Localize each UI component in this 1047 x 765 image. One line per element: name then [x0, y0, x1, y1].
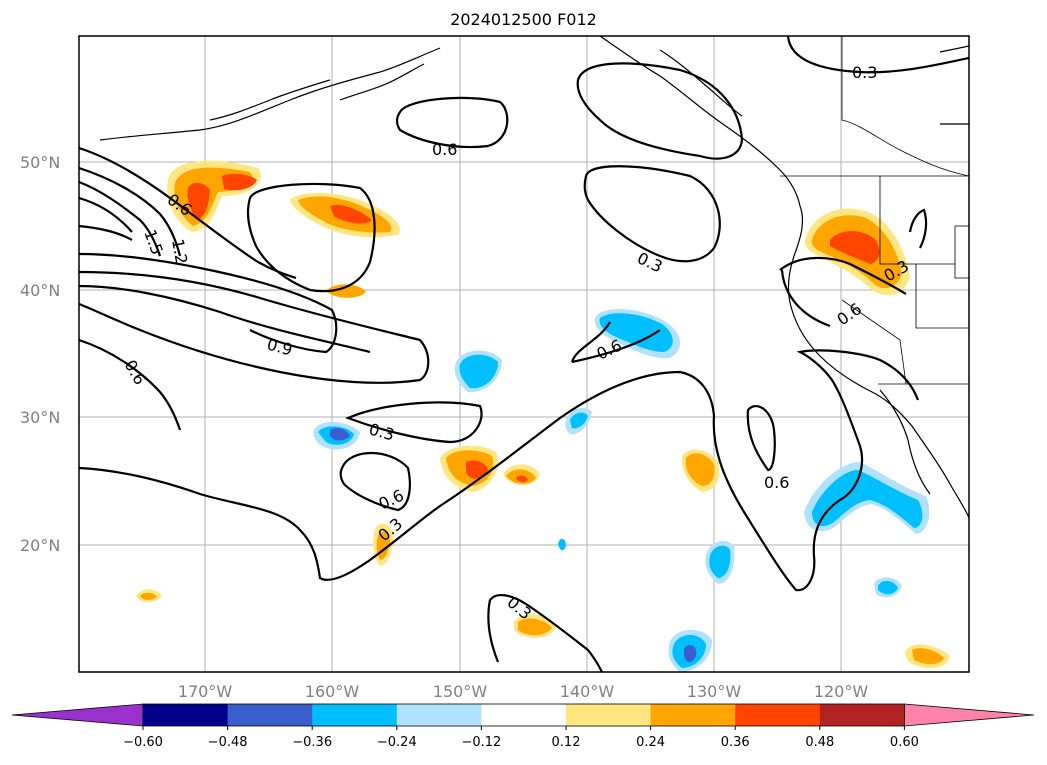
- colorbar-tick-label: −0.12: [461, 735, 501, 750]
- lon-label: 130°W: [687, 682, 742, 701]
- colorbar-tick-label: 0.60: [890, 735, 919, 750]
- colorbar-frame: [142, 703, 905, 727]
- lon-label: 150°W: [433, 682, 488, 701]
- lat-label: 50°N: [20, 153, 60, 172]
- colorbar-segment: [566, 704, 652, 726]
- map-frame: [78, 35, 970, 673]
- map-area: [79, 36, 969, 672]
- colorbar-extend-high: [904, 703, 1035, 727]
- map-title: 2024012500 F012: [450, 10, 597, 29]
- colorbar-tick-label: 0.48: [805, 735, 834, 750]
- colorbar-tick-label: 0.12: [552, 735, 581, 750]
- lon-label: 160°W: [305, 682, 360, 701]
- colorbar-tick-label: 0.36: [721, 735, 750, 750]
- colorbar: [11, 703, 1035, 727]
- colorbar-segment: [396, 704, 482, 726]
- colorbar-tick-label: −0.48: [208, 735, 248, 750]
- latitude-labels: 50°N 40°N 30°N 20°N: [20, 153, 60, 555]
- contour-label: 0.3: [852, 63, 877, 82]
- colorbar-segment: [819, 704, 905, 726]
- contour-lines: [79, 36, 969, 672]
- lat-label: 20°N: [20, 536, 60, 555]
- contour-label: 0.6: [764, 473, 789, 492]
- colorbar-tick-label: −0.60: [123, 735, 163, 750]
- colorbar-tick-label: −0.36: [292, 735, 332, 750]
- longitude-labels: 170°W 160°W 150°W 140°W 130°W 120°W: [178, 682, 869, 701]
- colorbar-extend-low: [11, 703, 144, 727]
- colorbar-ticks: −0.60 −0.48 −0.36 −0.24 −0.12 0.12 0.24 0.36 0.4…: [123, 726, 919, 750]
- political-borders: [780, 36, 969, 385]
- lat-label: 30°N: [20, 408, 60, 427]
- lon-label: 140°W: [560, 682, 615, 701]
- negative-anomaly-fills: [313, 309, 930, 672]
- colorbar-segment: [227, 704, 313, 726]
- colorbar-segment: [481, 704, 567, 726]
- colorbar-segment: [735, 704, 821, 726]
- contour-label: 1.2: [168, 237, 191, 265]
- colorbar-segment: [650, 704, 736, 726]
- lat-label: 40°N: [20, 281, 60, 300]
- lon-label: 120°W: [814, 682, 869, 701]
- colorbar-tick-label: −0.24: [377, 735, 417, 750]
- colorbar-segment: [143, 704, 229, 726]
- colorbar-tick-label: 0.24: [636, 735, 665, 750]
- lon-label: 170°W: [178, 682, 233, 701]
- colorbar-segment: [312, 704, 398, 726]
- contour-label: 0.6: [432, 140, 457, 159]
